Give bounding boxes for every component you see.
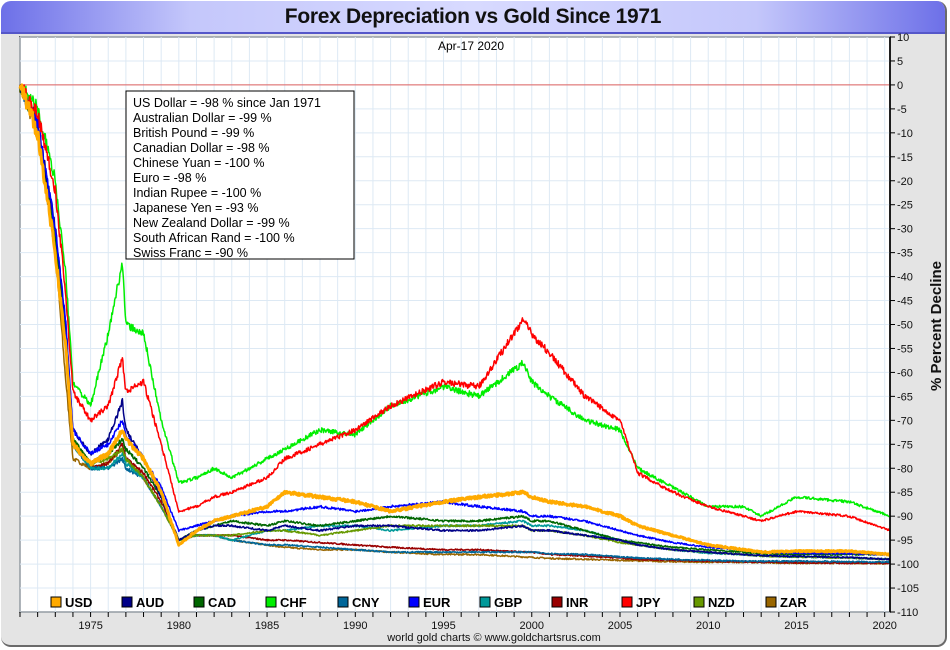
y-tick-label: 10 bbox=[897, 32, 909, 44]
x-tick-label: 2015 bbox=[784, 620, 808, 632]
series-lines bbox=[18, 83, 891, 565]
x-tick-label: 1990 bbox=[343, 620, 367, 632]
series-line-chf bbox=[19, 84, 891, 518]
summary-line: Indian Rupee = -100 % bbox=[133, 186, 261, 200]
x-tick-label: 2010 bbox=[696, 620, 720, 632]
legend-label-cny: CNY bbox=[352, 595, 380, 610]
series-line-jpy bbox=[19, 84, 891, 532]
y-tick-label: -70 bbox=[897, 415, 913, 427]
summary-line: New Zealand Dollar = -99 % bbox=[133, 216, 290, 230]
y-tick-label: -10 bbox=[897, 128, 913, 140]
y-tick-label: 0 bbox=[897, 80, 903, 92]
title-bar: Forex Depreciation vs Gold Since 1971 bbox=[1, 1, 945, 34]
y-axis-label: % Percent Decline bbox=[928, 261, 945, 391]
y-tick-label: -90 bbox=[897, 511, 913, 523]
y-tick-label: -110 bbox=[897, 607, 918, 619]
y-tick-label: -15 bbox=[897, 152, 913, 164]
legend-label-nzd: NZD bbox=[708, 595, 735, 610]
legend-swatch-zar bbox=[765, 596, 777, 608]
legend-swatch-nzd bbox=[693, 596, 705, 608]
y-tick-label: -75 bbox=[897, 439, 913, 451]
chart-date: Apr-17 2020 bbox=[438, 39, 504, 53]
y-tick-label: -50 bbox=[897, 320, 913, 332]
y-tick-label: -100 bbox=[897, 559, 919, 571]
legend-swatch-jpy bbox=[621, 596, 633, 608]
y-tick-label: 5 bbox=[897, 56, 903, 68]
legend-label-jpy: JPY bbox=[636, 595, 661, 610]
summary-line: British Pound = -99 % bbox=[133, 126, 254, 140]
legend-label-chf: CHF bbox=[280, 595, 307, 610]
x-tick-label: 1985 bbox=[255, 620, 279, 632]
legend-label-gbp: GBP bbox=[494, 595, 523, 610]
summary-line: Canadian Dollar = -98 % bbox=[133, 141, 270, 155]
y-tick-label: -95 bbox=[897, 535, 913, 547]
legend-swatch-cad bbox=[193, 596, 205, 608]
y-tick-label: -85 bbox=[897, 487, 913, 499]
x-tick-label: 2020 bbox=[872, 620, 896, 632]
legend-swatch-eur bbox=[408, 596, 420, 608]
series-line-inr bbox=[19, 84, 891, 565]
y-tick-label: -65 bbox=[897, 391, 913, 403]
chart-title: Forex Depreciation vs Gold Since 1971 bbox=[284, 5, 662, 28]
legend-label-zar: ZAR bbox=[780, 595, 807, 610]
legend-label-eur: EUR bbox=[423, 595, 451, 610]
y-tick-label: -20 bbox=[897, 176, 913, 188]
legend-swatch-inr bbox=[551, 596, 563, 608]
y-tick-label: -25 bbox=[897, 200, 913, 212]
summary-line: Australian Dollar = -99 % bbox=[133, 111, 272, 125]
y-tick-label: -35 bbox=[897, 248, 913, 260]
y-tick-label: -40 bbox=[897, 272, 913, 284]
legend-swatch-gbp bbox=[479, 596, 491, 608]
credit-text: world gold charts © www.goldchartsrus.co… bbox=[386, 632, 601, 644]
x-axis: 1975 1980 1985 1990 1995 2000 2005 2010 2015 2020 bbox=[19, 612, 897, 632]
y-axis: 10 5 0 -5 -10 -15 -20 -25 -30 -35 -40 -45 -50 -55 -60 -… bbox=[889, 32, 919, 619]
legend-label-aud: AUD bbox=[136, 595, 164, 610]
summary-line: Chinese Yuan = -100 % bbox=[133, 156, 264, 170]
legend: USD AUD CAD CHF CNY EUR GBP INR JPY NZD ZAR bbox=[50, 595, 807, 610]
legend-label-inr: INR bbox=[566, 595, 589, 610]
summary-line: Euro = -98 % bbox=[133, 171, 206, 185]
legend-label-usd: USD bbox=[65, 595, 92, 610]
x-tick-label: 1975 bbox=[78, 620, 102, 632]
y-tick-label: -30 bbox=[897, 224, 913, 236]
x-tick-label: 1995 bbox=[431, 620, 455, 632]
y-tick-label: -80 bbox=[897, 463, 913, 475]
legend-swatch-cny bbox=[337, 596, 349, 608]
summary-line: Swiss Franc = -90 % bbox=[133, 246, 248, 260]
y-tick-label: -105 bbox=[897, 583, 919, 595]
y-tick-label: -45 bbox=[897, 296, 913, 308]
legend-swatch-aud bbox=[121, 596, 133, 608]
y-tick-label: -55 bbox=[897, 343, 913, 355]
legend-label-cad: CAD bbox=[208, 595, 236, 610]
series-line-usd bbox=[18, 83, 891, 557]
x-tick-label: 1980 bbox=[167, 620, 191, 632]
legend-swatch-usd bbox=[50, 596, 62, 608]
x-tick-label: 2000 bbox=[520, 620, 544, 632]
summary-line: South African Rand = -100 % bbox=[133, 231, 295, 245]
summary-line: US Dollar = -98 % since Jan 1971 bbox=[133, 96, 321, 110]
y-tick-label: -5 bbox=[897, 104, 907, 116]
x-tick-label: 2005 bbox=[608, 620, 632, 632]
y-tick-label: -60 bbox=[897, 367, 913, 379]
legend-swatch-chf bbox=[265, 596, 277, 608]
summary-box-border bbox=[125, 90, 355, 260]
summary-line: Japanese Yen = -93 % bbox=[133, 201, 258, 215]
summary-box: US Dollar = -98 % since Jan 1971Australi… bbox=[125, 90, 355, 260]
